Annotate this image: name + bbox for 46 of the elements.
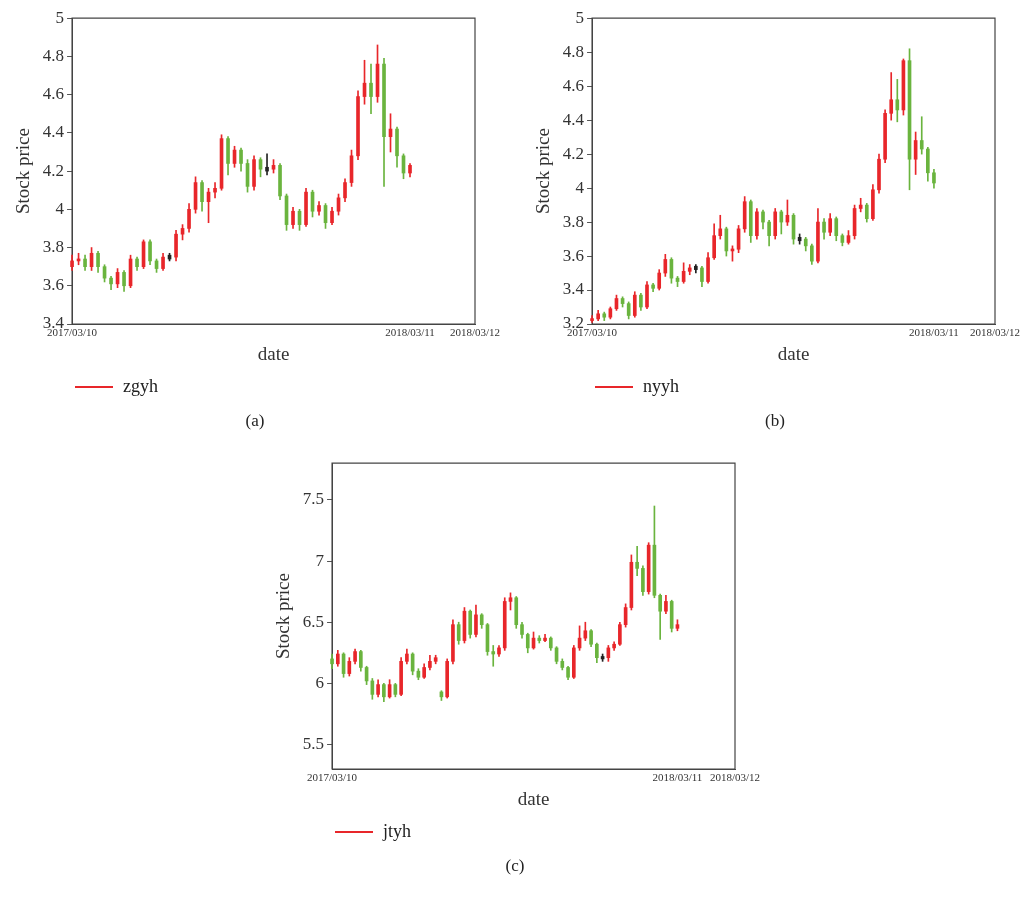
- x-tick-label: 2018/03/12: [449, 326, 501, 339]
- y-tick-label: 7: [315, 550, 325, 570]
- x-tick-label: 2017/03/10: [306, 771, 358, 784]
- y-tick-label: 3.8: [42, 237, 65, 257]
- y-tick-label: 4.4: [562, 109, 585, 129]
- y-tick-label: 4.8: [562, 41, 585, 61]
- y-tick-label: 4.4: [42, 122, 65, 142]
- x-tick-label: 2018/03/11: [909, 326, 959, 339]
- text: (a): [244, 411, 266, 431]
- candlestick: [919, 116, 924, 155]
- x-tick-label: 2018/03/12: [709, 771, 761, 784]
- y-tick-label: 5.5: [302, 734, 325, 753]
- x-tick-label: 2018/03/11: [652, 771, 703, 784]
- x-axis-title: date: [257, 342, 290, 364]
- y-tick-label: 3.8: [562, 211, 585, 231]
- y-tick-label: 4.6: [42, 84, 65, 104]
- y-tick-label: 4: [55, 198, 65, 218]
- text: (c): [504, 856, 526, 876]
- legend-label: zgyh: [123, 376, 158, 397]
- y-tick-label: 6.5: [302, 611, 325, 631]
- y-tick-label: 3.6: [42, 275, 65, 295]
- y-tick-label: 3.4: [562, 279, 585, 299]
- y-axis-title: Stock price: [272, 573, 294, 660]
- legend-label: jtyh: [383, 821, 412, 842]
- candlestick: [265, 153, 269, 176]
- y-tick-label: 4.6: [562, 75, 585, 95]
- x-axis-title: date: [777, 342, 810, 364]
- x-axis-title: date: [517, 787, 550, 809]
- x-tick-label: 2018/03/11: [385, 326, 435, 339]
- candlestick: [635, 546, 639, 577]
- y-tick-label: 5: [55, 7, 65, 27]
- y-tick-label: 5: [575, 7, 585, 27]
- y-tick-label: 6: [315, 672, 325, 692]
- legend-label: nyyh: [643, 376, 679, 397]
- text: (b): [764, 411, 786, 431]
- y-tick-label: 4.2: [562, 143, 585, 163]
- y-tick-label: 4.8: [42, 45, 65, 65]
- candlestick: [491, 645, 496, 667]
- y-tick-label: 7.5: [302, 489, 325, 509]
- y-tick-label: 4.2: [42, 160, 65, 180]
- x-tick-label: 2018/03/12: [969, 326, 1021, 339]
- y-tick-label: 3.6: [562, 245, 585, 265]
- y-tick-label: 4: [575, 177, 585, 197]
- candlestick: [213, 182, 217, 199]
- y-axis-title: Stock price: [12, 128, 34, 215]
- y-axis-title: Stock price: [532, 128, 554, 215]
